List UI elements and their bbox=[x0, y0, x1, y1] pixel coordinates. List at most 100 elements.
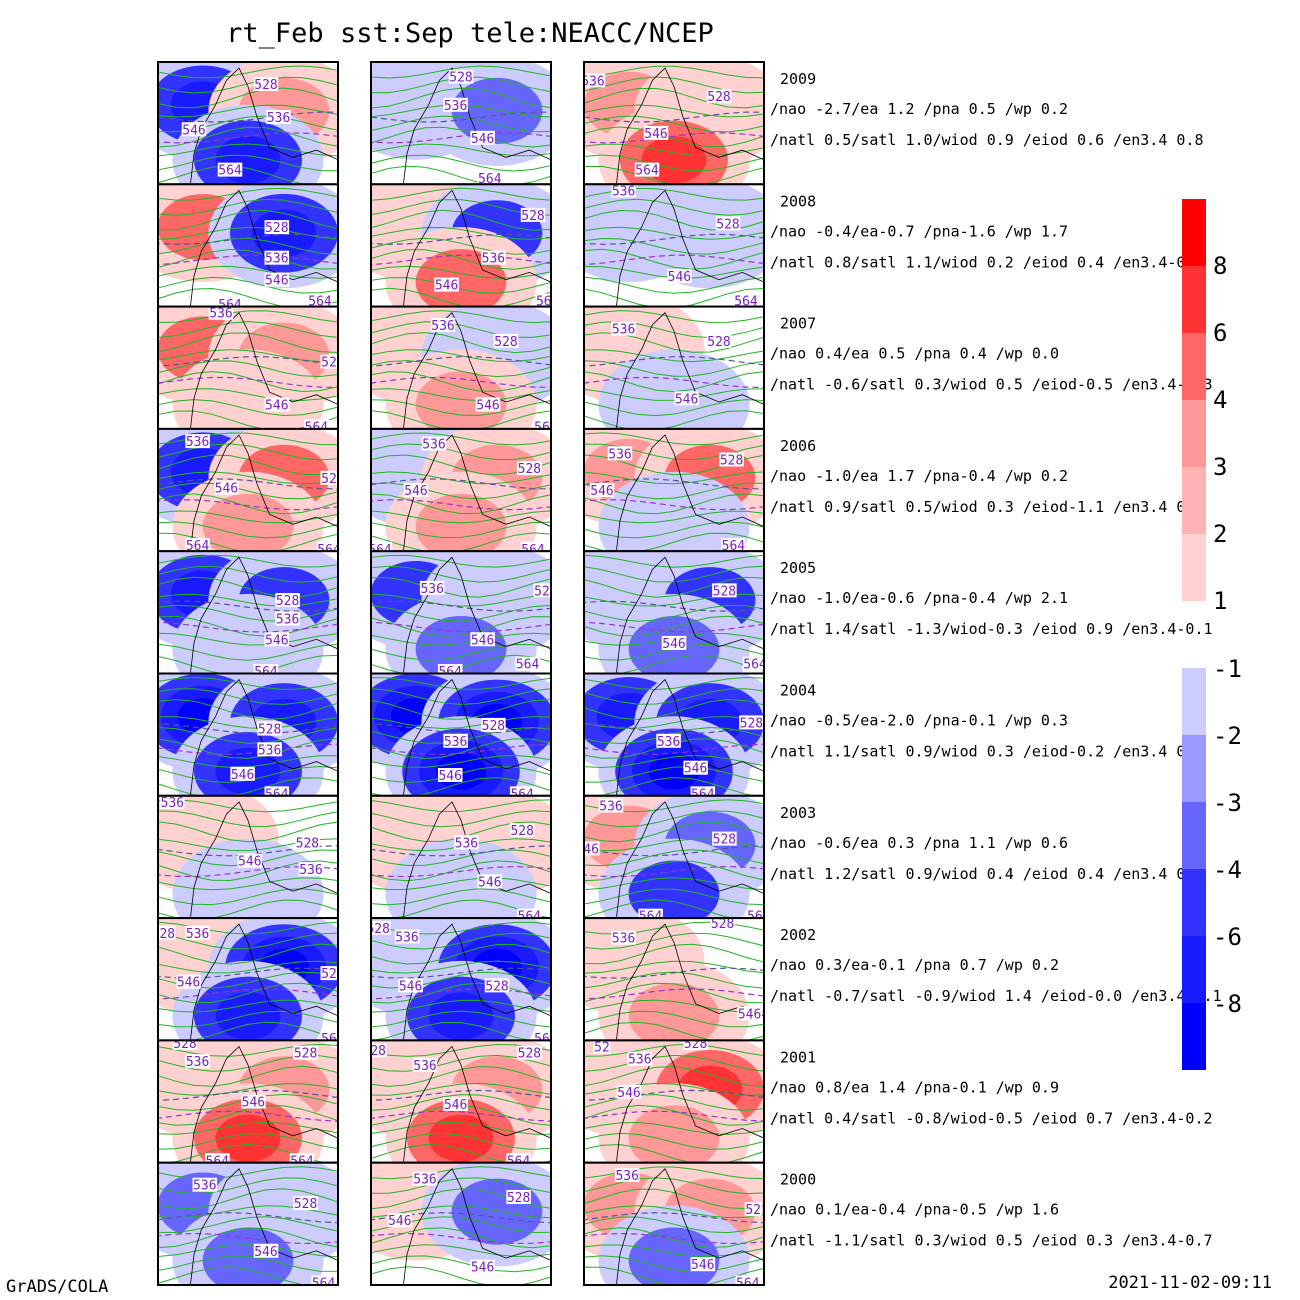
height-contour bbox=[158, 698, 338, 720]
contour-label: 536 bbox=[265, 252, 288, 267]
contour-label-bg bbox=[264, 632, 290, 647]
contour-label-bg bbox=[398, 978, 423, 993]
contour-label-bg bbox=[257, 721, 282, 736]
contour-label: 564 bbox=[518, 910, 542, 925]
height-contour bbox=[158, 65, 338, 79]
height-contour bbox=[158, 198, 338, 216]
row-year: 2009 bbox=[780, 70, 816, 88]
contour-label: 528 bbox=[366, 922, 389, 937]
dashed-contour bbox=[158, 1232, 338, 1245]
contour-label: 564 bbox=[510, 787, 534, 802]
contour-label-bg bbox=[230, 766, 255, 781]
contour-label: 564 bbox=[691, 787, 715, 802]
height-contour bbox=[584, 198, 764, 216]
height-contour bbox=[584, 776, 759, 796]
height-contour bbox=[584, 432, 764, 446]
contour-label-bg bbox=[475, 397, 501, 412]
contour-label-bg bbox=[275, 593, 300, 608]
contour-label: 546 bbox=[444, 1098, 467, 1113]
height-contour bbox=[371, 154, 551, 172]
contour-label: 546 bbox=[471, 1261, 494, 1276]
row-year: 2006 bbox=[780, 437, 816, 455]
height-contour bbox=[158, 360, 338, 378]
contour-label: 536 bbox=[193, 1179, 216, 1194]
dashed-contour bbox=[158, 132, 338, 144]
contour-label-bg bbox=[443, 97, 468, 112]
footer-right: 2021-11-02-09:11 bbox=[1108, 1273, 1272, 1293]
height-contour bbox=[371, 165, 551, 185]
dashed-contour bbox=[584, 356, 764, 367]
contour-label: 564 bbox=[206, 1154, 230, 1169]
contour-label-bg bbox=[598, 798, 624, 813]
height-contour bbox=[371, 410, 551, 429]
dashed-contour bbox=[158, 111, 338, 123]
height-contour bbox=[158, 1021, 338, 1041]
dashed-contour bbox=[371, 988, 551, 1000]
height-contour bbox=[584, 471, 764, 485]
map-panel: 536 528 546 564 bbox=[584, 184, 764, 307]
contour-label-bg bbox=[712, 831, 737, 846]
height-contour bbox=[371, 1021, 532, 1041]
contour-label: 56 bbox=[534, 1032, 550, 1047]
contour-label: 546 bbox=[177, 976, 200, 991]
contour-label: 564 bbox=[516, 658, 540, 673]
height-contour bbox=[371, 632, 551, 646]
height-contour bbox=[371, 1205, 551, 1219]
dashed-contour bbox=[371, 111, 551, 123]
height-contour bbox=[158, 593, 338, 607]
height-contour bbox=[371, 521, 551, 539]
height-contour bbox=[158, 1133, 338, 1150]
row-index-line1: /nao -2.7/ea 1.2 /pna 0.5 /wp 0.2 bbox=[770, 100, 1068, 118]
contour-label: 536 bbox=[444, 735, 467, 750]
contour-label-bg bbox=[412, 1057, 438, 1072]
row-index-line2: /natl -1.1/satl 0.3/wiod 0.5 /eiod 0.3 /… bbox=[770, 1232, 1213, 1250]
height-contour bbox=[584, 821, 764, 843]
dashed-contour bbox=[158, 600, 338, 612]
contour-label: 546 bbox=[231, 768, 254, 783]
height-contour bbox=[158, 1255, 338, 1272]
contour-label-bg bbox=[742, 656, 764, 671]
contour-label-bg bbox=[185, 434, 210, 449]
row-index-line2: /natl -0.6/satl 0.3/wiod 0.5 /eiod-0.5 /… bbox=[770, 376, 1213, 394]
height-contour bbox=[371, 493, 551, 515]
contour-label: 546 bbox=[215, 482, 238, 497]
contour-label: 536 bbox=[276, 612, 299, 627]
height-contour bbox=[371, 237, 551, 255]
colorbar-tick: 8 bbox=[1213, 252, 1227, 280]
height-contour bbox=[584, 1266, 764, 1285]
contour-label-bg bbox=[264, 272, 290, 287]
height-contour bbox=[584, 888, 764, 906]
contour-label-bg bbox=[517, 1045, 542, 1060]
height-contour bbox=[158, 576, 338, 598]
anomaly-area bbox=[634, 184, 764, 289]
dashed-contour bbox=[371, 376, 551, 388]
contour-label-bg bbox=[739, 715, 764, 730]
height-contour bbox=[371, 982, 551, 1004]
map-panel: 528 536 546 564 bbox=[371, 62, 551, 185]
contour-label-bg bbox=[160, 795, 185, 809]
contour-label: 56 bbox=[534, 420, 550, 435]
height-contour bbox=[584, 688, 764, 705]
contour-label: 546 bbox=[476, 398, 499, 413]
height-contour bbox=[371, 371, 551, 392]
contour-label: 546 bbox=[644, 127, 667, 142]
height-contour bbox=[158, 726, 338, 744]
contour-label: 536 bbox=[657, 735, 680, 750]
height-contour bbox=[371, 226, 551, 240]
contour-label: 536 bbox=[258, 743, 281, 758]
contour-label: 546 bbox=[738, 1007, 761, 1022]
contour-label-bg bbox=[517, 461, 542, 476]
contour-label-bg bbox=[607, 446, 633, 461]
height-contour bbox=[584, 1132, 764, 1150]
contour-label-bg bbox=[710, 918, 735, 930]
height-contour bbox=[371, 799, 551, 813]
coastline bbox=[616, 923, 764, 1041]
height-contour bbox=[584, 1177, 764, 1195]
dashed-contour bbox=[371, 865, 551, 878]
row-year: 2004 bbox=[780, 682, 816, 700]
colorbar-swatch bbox=[1182, 333, 1206, 400]
height-contour bbox=[158, 960, 338, 974]
map-panel: 528 546 536 536 bbox=[158, 795, 338, 919]
contour-label: 546 bbox=[691, 1258, 714, 1273]
map-panel: 536 52 546 564 bbox=[158, 306, 338, 429]
